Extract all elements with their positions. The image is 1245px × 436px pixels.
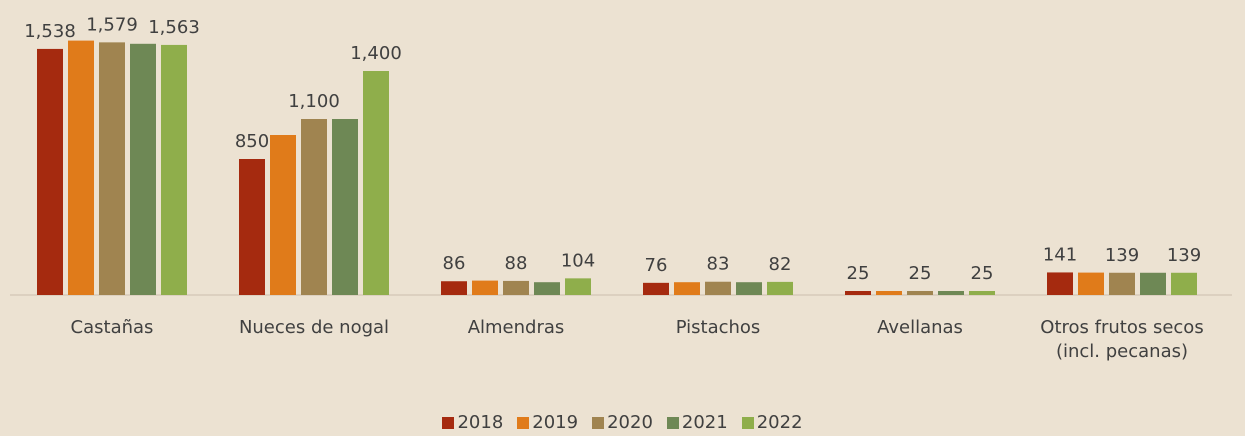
bar bbox=[876, 291, 902, 295]
x-tick-label: Almendras bbox=[467, 317, 565, 338]
x-tick-label: Avellanas bbox=[877, 317, 963, 338]
data-label: 141 bbox=[1043, 244, 1077, 265]
data-label: 139 bbox=[1167, 245, 1201, 266]
legend-label: 2021 bbox=[681, 412, 728, 433]
bar bbox=[674, 282, 700, 295]
data-label: 86 bbox=[443, 253, 466, 274]
legend-label: 2018 bbox=[457, 412, 504, 433]
legend-item: 2021 bbox=[666, 412, 728, 433]
legend-item: 2018 bbox=[442, 412, 503, 433]
bar bbox=[534, 282, 560, 295]
data-label: 139 bbox=[1105, 245, 1139, 266]
data-label: 88 bbox=[505, 253, 528, 274]
legend-label: 2019 bbox=[532, 412, 579, 433]
data-label: 850 bbox=[235, 131, 269, 152]
data-label: 1,579 bbox=[86, 14, 138, 35]
bar bbox=[938, 291, 964, 295]
x-tick-label: Castañas bbox=[70, 317, 154, 338]
legend-swatch bbox=[517, 416, 530, 429]
legend-swatch bbox=[592, 416, 605, 429]
legend-label: 2020 bbox=[607, 412, 653, 433]
legend-swatch bbox=[666, 416, 679, 429]
bar bbox=[301, 119, 327, 295]
bar bbox=[68, 40, 94, 295]
bar bbox=[1109, 272, 1135, 295]
data-label: 83 bbox=[707, 254, 730, 275]
legend-item: 2019 bbox=[517, 412, 578, 433]
bar bbox=[37, 48, 63, 295]
data-label: 1,100 bbox=[288, 91, 340, 112]
bar bbox=[1140, 272, 1166, 295]
x-tick-label: Pistachos bbox=[675, 317, 761, 338]
bar bbox=[130, 43, 156, 295]
data-label: 25 bbox=[909, 263, 932, 284]
bar bbox=[907, 291, 933, 295]
bar bbox=[332, 119, 358, 295]
bar bbox=[270, 135, 296, 295]
bar bbox=[969, 291, 995, 295]
bar bbox=[99, 42, 125, 295]
bar bbox=[1047, 272, 1073, 295]
bar bbox=[845, 291, 871, 295]
bar bbox=[565, 278, 591, 295]
data-label: 104 bbox=[561, 250, 595, 271]
legend-item: 2020 bbox=[592, 412, 653, 433]
bar bbox=[705, 281, 731, 295]
bar bbox=[503, 280, 529, 295]
data-label: 1,400 bbox=[350, 43, 402, 64]
legend: 2018 2019 2020 2021 2022 bbox=[0, 412, 1245, 433]
bar bbox=[363, 71, 389, 295]
legend-swatch bbox=[741, 416, 754, 429]
bar bbox=[736, 282, 762, 295]
data-label: 1,538 bbox=[24, 21, 76, 42]
x-tick-label: Otros frutos secos (incl. pecanas) bbox=[1040, 317, 1204, 362]
bar bbox=[239, 159, 265, 295]
bar bbox=[1171, 272, 1197, 295]
bar bbox=[472, 280, 498, 295]
legend-swatch bbox=[442, 416, 455, 429]
bar bbox=[1078, 272, 1104, 295]
data-label: 1,563 bbox=[148, 17, 200, 38]
legend-item: 2022 bbox=[741, 412, 803, 433]
data-label: 25 bbox=[847, 263, 870, 284]
bar bbox=[767, 281, 793, 295]
bar bbox=[643, 282, 669, 295]
data-label: 82 bbox=[769, 254, 792, 275]
data-label: 76 bbox=[645, 255, 668, 276]
data-label: 25 bbox=[971, 263, 994, 284]
bar bbox=[441, 281, 467, 295]
x-tick-label: Nueces de nogal bbox=[238, 317, 390, 338]
bar bbox=[161, 44, 187, 295]
legend-label: 2022 bbox=[756, 412, 803, 433]
